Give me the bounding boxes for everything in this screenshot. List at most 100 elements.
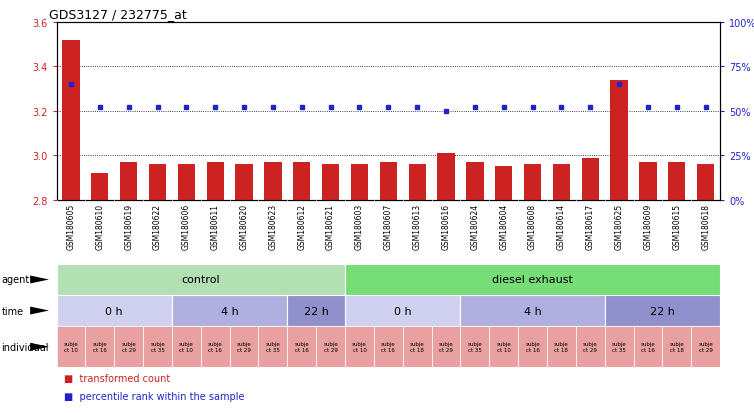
- Text: GSM180618: GSM180618: [701, 204, 710, 249]
- Bar: [322, 165, 339, 200]
- Bar: [345, 326, 374, 368]
- Bar: [576, 326, 605, 368]
- Bar: [466, 163, 483, 200]
- Text: individual: individual: [2, 342, 49, 352]
- Text: subje
ct 29: subje ct 29: [121, 342, 136, 352]
- Bar: [351, 165, 368, 200]
- Bar: [201, 326, 230, 368]
- Bar: [293, 163, 311, 200]
- Text: GSM180621: GSM180621: [326, 204, 335, 249]
- Bar: [547, 326, 576, 368]
- Text: GSM180610: GSM180610: [95, 204, 104, 249]
- Text: GSM180625: GSM180625: [615, 204, 624, 249]
- Text: GSM180624: GSM180624: [470, 204, 480, 249]
- Text: subje
ct 18: subje ct 18: [409, 342, 425, 352]
- Bar: [691, 326, 720, 368]
- Text: GSM180617: GSM180617: [586, 204, 595, 249]
- Bar: [287, 295, 345, 326]
- Text: subje
ct 29: subje ct 29: [323, 342, 338, 352]
- Bar: [380, 163, 397, 200]
- Text: GSM180619: GSM180619: [124, 204, 133, 249]
- Bar: [639, 163, 657, 200]
- Text: 0 h: 0 h: [106, 306, 123, 316]
- Text: subje
ct 29: subje ct 29: [583, 342, 598, 352]
- Text: subje
ct 10: subje ct 10: [179, 342, 194, 352]
- Text: subje
ct 29: subje ct 29: [698, 342, 713, 352]
- Bar: [495, 167, 513, 200]
- Text: GSM180614: GSM180614: [557, 204, 566, 249]
- Bar: [172, 295, 287, 326]
- Bar: [345, 264, 720, 295]
- Text: agent: agent: [2, 275, 29, 285]
- Polygon shape: [30, 307, 49, 315]
- Bar: [409, 165, 426, 200]
- Bar: [461, 295, 605, 326]
- Text: GSM180623: GSM180623: [268, 204, 277, 249]
- Text: GSM180622: GSM180622: [153, 204, 162, 249]
- Bar: [143, 326, 172, 368]
- Bar: [120, 163, 137, 200]
- Text: GSM180616: GSM180616: [442, 204, 450, 249]
- Polygon shape: [30, 276, 49, 284]
- Bar: [437, 154, 455, 200]
- Bar: [91, 173, 109, 200]
- Text: subje
ct 16: subje ct 16: [641, 342, 655, 352]
- Text: subje
ct 16: subje ct 16: [93, 342, 107, 352]
- Bar: [85, 326, 115, 368]
- Bar: [235, 165, 253, 200]
- Bar: [316, 326, 345, 368]
- Bar: [697, 165, 714, 200]
- Bar: [345, 295, 461, 326]
- Text: subje
ct 29: subje ct 29: [237, 342, 251, 352]
- Text: GSM180605: GSM180605: [66, 204, 75, 249]
- Text: subje
ct 16: subje ct 16: [381, 342, 396, 352]
- Text: GSM180608: GSM180608: [528, 204, 537, 249]
- Text: ■  percentile rank within the sample: ■ percentile rank within the sample: [64, 392, 244, 401]
- Bar: [668, 163, 685, 200]
- Text: subje
ct 29: subje ct 29: [439, 342, 453, 352]
- Bar: [57, 295, 172, 326]
- Text: subje
ct 10: subje ct 10: [63, 342, 78, 352]
- Bar: [149, 165, 166, 200]
- Bar: [264, 163, 281, 200]
- Text: GSM180606: GSM180606: [182, 204, 191, 249]
- Text: GDS3127 / 232775_at: GDS3127 / 232775_at: [49, 8, 187, 21]
- Bar: [662, 326, 691, 368]
- Text: GSM180604: GSM180604: [499, 204, 508, 249]
- Bar: [57, 264, 345, 295]
- Bar: [524, 165, 541, 200]
- Text: subje
ct 16: subje ct 16: [526, 342, 540, 352]
- Text: GSM180603: GSM180603: [355, 204, 364, 249]
- Text: subje
ct 10: subje ct 10: [352, 342, 367, 352]
- Text: 22 h: 22 h: [650, 306, 675, 316]
- Text: subje
ct 16: subje ct 16: [294, 342, 309, 352]
- Polygon shape: [30, 343, 49, 351]
- Bar: [431, 326, 461, 368]
- Text: GSM180607: GSM180607: [384, 204, 393, 249]
- Text: subje
ct 18: subje ct 18: [554, 342, 569, 352]
- Bar: [374, 326, 403, 368]
- Bar: [461, 326, 489, 368]
- Text: diesel exhaust: diesel exhaust: [492, 275, 573, 285]
- Bar: [63, 40, 80, 200]
- Bar: [57, 326, 85, 368]
- Text: subje
ct 35: subje ct 35: [467, 342, 483, 352]
- Bar: [605, 295, 720, 326]
- Text: subje
ct 18: subje ct 18: [670, 342, 684, 352]
- Bar: [207, 163, 224, 200]
- Bar: [230, 326, 259, 368]
- Bar: [178, 165, 195, 200]
- Text: 4 h: 4 h: [524, 306, 541, 316]
- Bar: [287, 326, 316, 368]
- Bar: [611, 81, 628, 200]
- Bar: [633, 326, 662, 368]
- Bar: [172, 326, 201, 368]
- Text: GSM180611: GSM180611: [210, 204, 219, 249]
- Text: subje
ct 35: subje ct 35: [611, 342, 627, 352]
- Bar: [489, 326, 518, 368]
- Text: GSM180612: GSM180612: [297, 204, 306, 249]
- Bar: [605, 326, 633, 368]
- Bar: [115, 326, 143, 368]
- Text: GSM180613: GSM180613: [412, 204, 421, 249]
- Text: 4 h: 4 h: [221, 306, 238, 316]
